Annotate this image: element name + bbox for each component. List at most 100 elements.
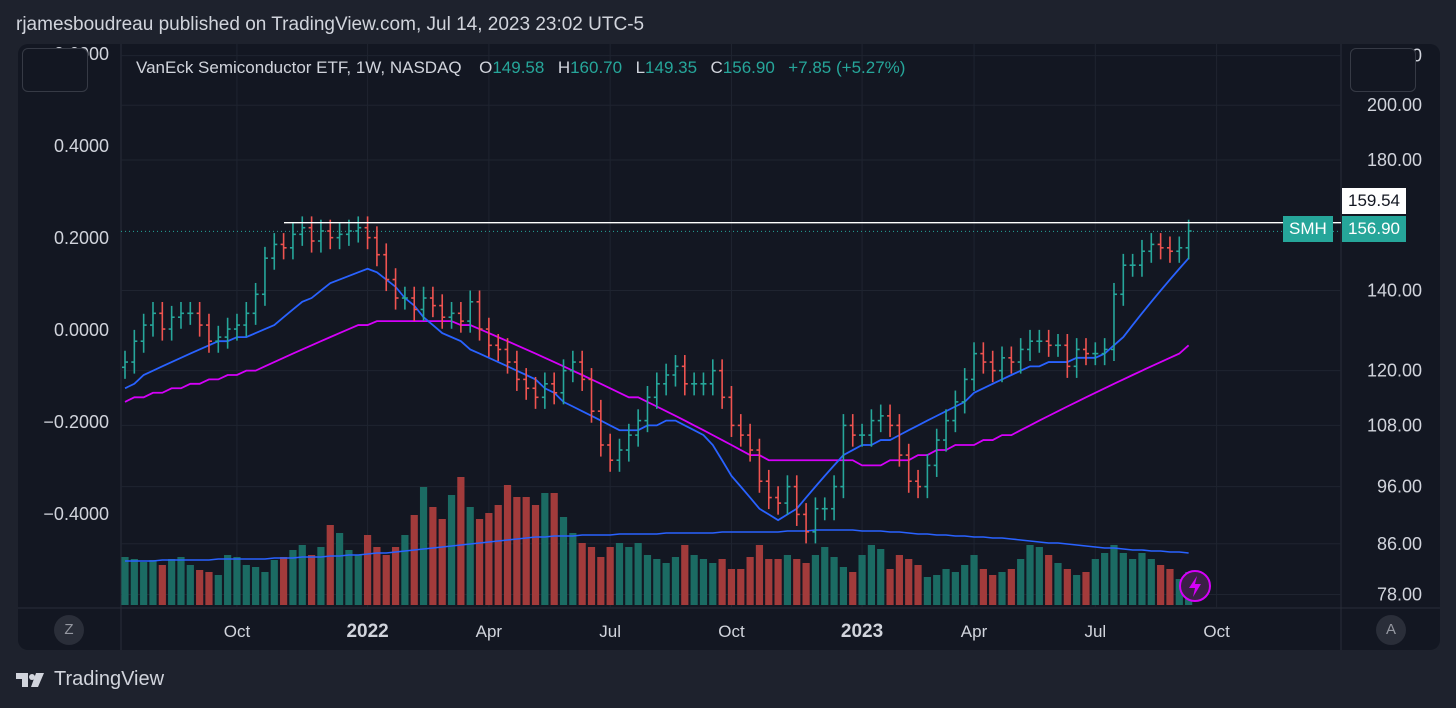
x-tick-label-5: 2023	[841, 621, 883, 642]
volume-bar-58	[662, 563, 670, 605]
alert-icon[interactable]	[1179, 570, 1211, 602]
volume-bar-30	[401, 535, 409, 605]
volume-bar-85	[914, 565, 922, 605]
volume-bar-99	[1045, 555, 1053, 605]
x-tick-label-4: Oct	[718, 622, 745, 641]
ohlc-bar-6	[177, 302, 184, 329]
ohlc-bar-97	[1027, 329, 1034, 361]
left-scale-corner[interactable]	[22, 48, 88, 92]
volume-bar-11	[224, 555, 232, 605]
ohlc-bar-29	[392, 268, 399, 310]
right-scale-corner[interactable]	[1350, 48, 1416, 92]
ohlc-bar-23	[336, 223, 343, 250]
ohlc-bar-56	[644, 385, 651, 433]
legend-open-value: 149.58	[492, 58, 545, 77]
x-tick-label-8: Oct	[1203, 622, 1230, 641]
ohlc-bar-37	[467, 290, 474, 333]
volume-bar-94	[998, 572, 1006, 605]
volume-bar-47	[559, 517, 568, 605]
footer-brand: TradingView	[16, 668, 164, 691]
right-tick-label-3: 108.00	[1367, 415, 1422, 435]
ohlc-bar-9	[205, 313, 212, 353]
volume-bar-65	[727, 569, 736, 605]
auto-scale-button[interactable]: A	[1376, 615, 1406, 645]
time-scale[interactable]: Oct 2022 Apr Jul Oct 2023 Apr Jul Oct	[224, 621, 1230, 642]
ohlc-bar-102	[1073, 338, 1080, 378]
volume-bar-104	[1091, 559, 1099, 605]
left-tick-label-4: −0.4000	[43, 504, 109, 524]
left-scale-toggle-button[interactable]: Z	[54, 615, 84, 645]
ohlc-bar-38	[476, 290, 483, 341]
ohlc-bar-76	[831, 475, 838, 521]
ohlc-bar-53	[616, 438, 623, 472]
ohlc-bar-57	[653, 372, 660, 409]
right-tick-label-4: 120.00	[1367, 361, 1422, 381]
volume-bar-43	[522, 497, 530, 605]
ohlc-bar-1	[131, 329, 138, 374]
symbol-tag: SMH	[1283, 216, 1333, 242]
volume-bar-26	[363, 535, 372, 605]
right-tick-label-0: 78.00	[1377, 585, 1422, 605]
volume-bar-55	[634, 543, 642, 605]
volume-bar-18	[289, 550, 297, 605]
volume-bar-51	[597, 557, 605, 605]
ohlc-bar-18	[289, 223, 296, 260]
ohlc-bar-30	[401, 286, 408, 310]
ohlc-bar-80	[868, 409, 875, 447]
ohlc-bar-101	[1064, 333, 1071, 378]
volume-bar-48	[569, 533, 577, 605]
ohlc-bar-67	[747, 423, 754, 462]
ohlc-bar-44	[532, 376, 539, 409]
ohlc-bar-86	[924, 454, 931, 499]
volume-bar-0	[121, 557, 129, 605]
volume-bar-36	[457, 477, 465, 605]
ohlc-bar-0	[122, 350, 128, 379]
volume-bar-45	[541, 493, 549, 605]
volume-bar-20	[308, 555, 316, 605]
legend-open-label: O	[479, 58, 493, 77]
legend-low-value: 149.35	[645, 58, 698, 77]
volume-bar-23	[335, 533, 344, 605]
volume-bar-22	[326, 525, 334, 605]
volume-bar-19	[298, 545, 306, 605]
volume-bar-109	[1138, 553, 1146, 605]
volume-bar-95	[1007, 569, 1015, 605]
volume-bar-21	[317, 547, 325, 605]
ohlc-bar-7	[187, 302, 194, 325]
legend-high-value: 160.70	[570, 58, 623, 77]
ohlc-bar-59	[672, 355, 679, 387]
volume-bar-62	[699, 559, 708, 605]
volume-bar-9	[205, 572, 213, 605]
volume-bar-63	[709, 563, 717, 605]
volume-bar-28	[382, 555, 390, 605]
volume-bar-103	[1082, 572, 1090, 605]
ohlc-bar-51	[597, 399, 604, 457]
volume-bar-98	[1035, 547, 1043, 605]
ohlc-bar-72	[793, 475, 800, 526]
ohlc-bar-112	[1166, 236, 1173, 263]
volume-bar-24	[345, 550, 353, 605]
ohlc-bar-48	[569, 350, 576, 383]
volume-bar-54	[625, 547, 633, 605]
ohlc-bar-78	[849, 414, 856, 447]
ohlc-bar-34	[439, 294, 446, 329]
volume-bar-87	[933, 575, 941, 605]
right-price-scale[interactable]: 78.00 86.00 96.00 108.00 120.00 140.00 180.00 2…	[1367, 46, 1422, 605]
volume-bar-64	[718, 559, 726, 605]
volume-bar-111	[1157, 565, 1165, 605]
ohlc-bar-99	[1045, 329, 1052, 357]
ohlc-bar-46	[551, 372, 558, 405]
ohlc-bar-93	[989, 350, 996, 383]
legend-title: VanEck Semiconductor ETF, 1W, NASDAQ	[136, 58, 462, 77]
volume-bar-57	[653, 559, 661, 605]
ohlc-bar-94	[999, 346, 1006, 383]
volume-bar-93	[989, 575, 997, 605]
volume-bar-97	[1026, 545, 1034, 605]
ohlc-bar-16	[271, 233, 278, 270]
ohlc-bar-8	[196, 302, 203, 337]
volume-bar-96	[1017, 559, 1025, 605]
x-tick-label-1: 2022	[346, 621, 388, 642]
volume-bar-15	[261, 572, 269, 605]
